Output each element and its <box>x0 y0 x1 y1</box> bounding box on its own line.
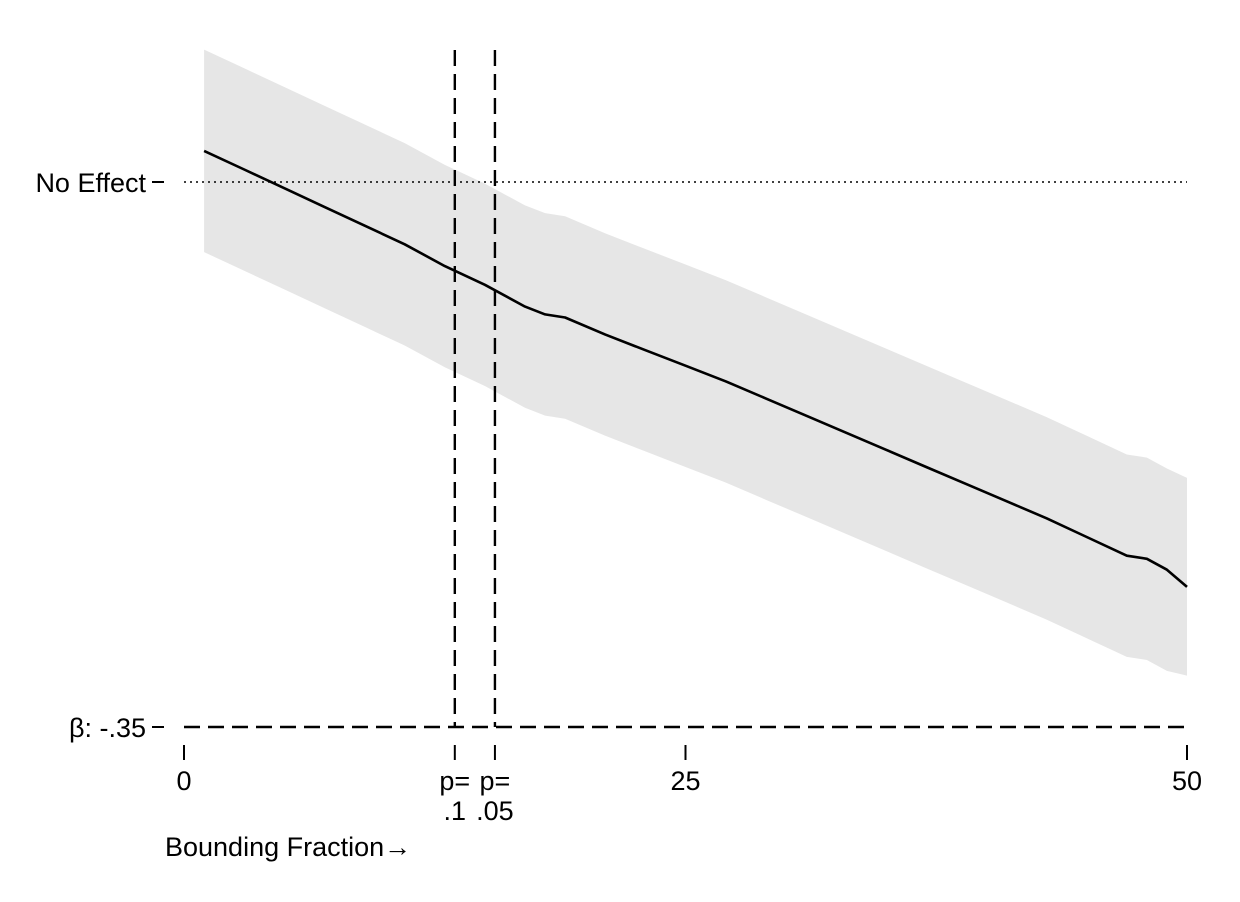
x-axis-title: Bounding Fraction→ <box>165 832 411 862</box>
pvalue-label-line2-0: .1 <box>444 796 467 826</box>
pvalue-label-line2-1: .05 <box>476 796 514 826</box>
confidence-band <box>204 49 1188 676</box>
pvalue-label-line1-1: p= <box>480 766 511 796</box>
x-tick-label-0: 0 <box>176 766 191 796</box>
y-tick-label-0: No Effect <box>35 168 146 198</box>
y-tick-label-1: β: -.35 <box>69 713 146 743</box>
pvalue-label-line1-0: p= <box>439 766 470 796</box>
plot-area <box>184 49 1188 729</box>
estimate-line <box>203 149 1188 588</box>
x-tick-label-25: 25 <box>670 766 700 796</box>
x-tick-label-50: 50 <box>1172 766 1202 796</box>
